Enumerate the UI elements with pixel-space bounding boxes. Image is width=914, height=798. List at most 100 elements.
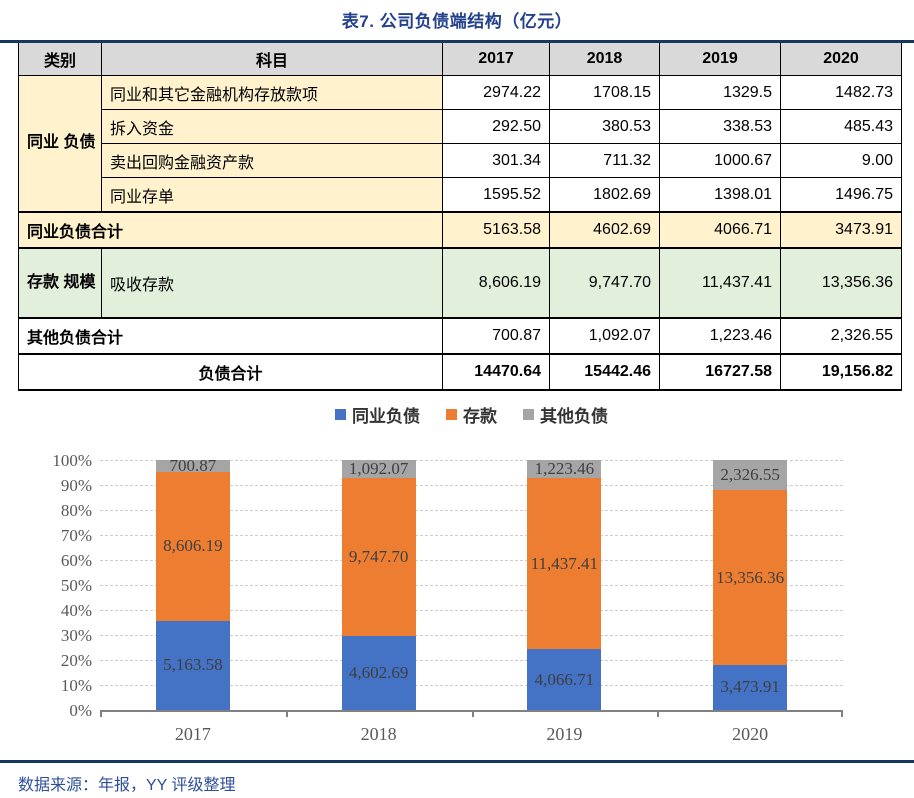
x-axis-tick-mark [657, 712, 660, 717]
bar-segment-label: 1,092.07 [348, 458, 409, 478]
legend-label: 存款 [463, 407, 497, 426]
category-deposit-scale: 存款 规模 [18, 247, 102, 319]
category-interbank-liabilities: 同业 负债 [18, 75, 102, 213]
table-row: 卖出回购金融资产款 301.34 711.32 1000.67 9.00 [19, 143, 902, 178]
y-axis-tick-label: 40% [60, 601, 92, 620]
y-axis-tick-label: 60% [60, 551, 92, 570]
subject-cell: 拆入资金 [101, 109, 443, 144]
legend-item: 存款 [446, 402, 497, 427]
col-header-2017: 2017 [442, 43, 550, 76]
value-cell: 301.34 [442, 143, 550, 178]
col-header-category: 类别 [18, 43, 102, 76]
interbank-total-row: 同业负债合计 5163.58 4602.69 4066.71 3473.91 [18, 211, 902, 249]
value-cell: 711.32 [549, 143, 660, 178]
y-axis-tick-label: 100% [52, 451, 92, 470]
gridline [100, 460, 843, 461]
legend-swatch-icon [446, 409, 457, 420]
bar-segment [713, 490, 788, 665]
value-cell: 4602.69 [549, 211, 660, 249]
value-cell: 14470.64 [442, 353, 550, 391]
y-axis-tick-label: 90% [60, 476, 92, 495]
x-axis-category-label: 2017 [174, 724, 211, 744]
legend-label: 同业负债 [352, 407, 420, 426]
stacked-bar-2017: 5,163.58 8,606.19 700.87 [155, 456, 230, 710]
other-total-label: 其他负债合计 [18, 317, 443, 355]
bar-segment-label: 9,747.70 [348, 546, 409, 566]
x-axis-tick-mark [841, 712, 843, 717]
table-row: 同业 负债 同业和其它金融机构存放款项 2974.22 1708.15 1329… [18, 75, 902, 213]
title-divider-rule [0, 40, 914, 43]
footer-divider-rule [0, 760, 914, 763]
value-cell: 16727.58 [659, 353, 781, 391]
y-axis-tick-label: 20% [60, 651, 92, 670]
table-row: 同业存单 1595.52 1802.69 1398.01 1496.75 [19, 177, 902, 213]
other-total-row: 其他负债合计 700.87 1,092.07 1,223.46 2,326.55 [18, 317, 902, 355]
bar-segment [527, 478, 602, 650]
col-header-subject: 科目 [101, 43, 443, 76]
stacked-bar-2018: 4,602.69 9,747.70 1,092.07 [341, 459, 416, 710]
gridline [100, 510, 843, 511]
bar-segment [713, 460, 788, 491]
subject-cell: 同业和其它金融机构存放款项 [101, 75, 443, 110]
grand-total-label: 负债合计 [18, 353, 443, 391]
value-cell: 1,092.07 [549, 317, 660, 355]
bar-segment [155, 620, 230, 710]
y-axis-tick-label: 10% [60, 676, 92, 695]
y-axis-tick-label: 80% [60, 501, 92, 520]
bar-segment-label: 4,066.71 [534, 669, 595, 689]
legend-label: 其他负债 [540, 407, 608, 426]
bar-segment-label: 4,602.69 [348, 662, 409, 682]
bar-segment-label: 1,223.46 [534, 459, 595, 479]
value-cell: 8,606.19 [442, 247, 550, 319]
stacked-bar-2020: 3,473.91 13,356.36 2,326.55 [713, 460, 788, 710]
value-cell: 380.53 [549, 109, 660, 144]
y-axis-tick-label: 70% [60, 526, 92, 545]
value-cell: 9.00 [780, 143, 902, 178]
bar-segment-label: 8,606.19 [163, 536, 223, 556]
value-cell: 700.87 [442, 317, 550, 355]
value-cell: 1398.01 [659, 177, 781, 213]
value-cell: 2974.22 [442, 75, 550, 110]
data-source-note: 数据来源：年报，YY 评级整理 [18, 777, 236, 794]
bar-segment [341, 477, 416, 636]
value-cell: 13,356.36 [780, 247, 902, 319]
value-cell: 1,223.46 [659, 317, 781, 355]
gridline [100, 685, 843, 686]
x-axis-tick-mark [100, 712, 102, 717]
subject-cell: 同业存单 [101, 177, 443, 213]
chart-x-axis: 2017 2018 2019 2020 [100, 724, 843, 748]
page-title: 表7. 公司负债端结构（亿元） [341, 12, 573, 31]
bar-segment-label: 5,163.58 [163, 655, 223, 675]
gridline [100, 585, 843, 586]
value-cell: 1802.69 [549, 177, 660, 213]
bar-segment [155, 472, 230, 621]
subject-cell: 吸收存款 [101, 247, 443, 319]
bar-segment-label: 2,326.55 [720, 465, 780, 485]
x-axis-tick-mark [285, 712, 288, 717]
value-cell: 4066.71 [659, 211, 781, 249]
gridline [100, 560, 843, 561]
grand-total-row: 负债合计 14470.64 15442.46 16727.58 19,156.8… [18, 353, 902, 391]
bar-segment [527, 460, 602, 479]
legend-swatch-icon [335, 409, 346, 420]
chart-legend: 同业负债 存款 其他负债 [100, 402, 843, 427]
value-cell: 1329.5 [659, 75, 781, 110]
gridline [100, 535, 843, 536]
interbank-total-label: 同业负债合计 [18, 211, 443, 249]
value-cell: 1708.15 [549, 75, 660, 110]
value-cell: 1000.67 [659, 143, 781, 178]
liability-table: 类别 科目 2017 2018 2019 2020 同业 负债 同业和其它金融机… [18, 43, 902, 391]
col-header-2020: 2020 [780, 43, 902, 76]
gridline [100, 610, 843, 611]
value-cell: 1482.73 [780, 75, 902, 110]
x-axis-category-label: 2018 [360, 724, 397, 744]
value-cell: 485.43 [780, 109, 902, 144]
value-cell: 2,326.55 [780, 317, 902, 355]
table-header-row: 类别 科目 2017 2018 2019 2020 [18, 43, 902, 76]
value-cell: 1496.75 [780, 177, 902, 213]
bar-segment [713, 664, 788, 710]
bar-segment [155, 460, 230, 473]
bar-segment-label: 700.87 [169, 456, 217, 476]
y-axis-tick-label: 50% [60, 576, 92, 595]
legend-swatch-icon [523, 409, 534, 420]
